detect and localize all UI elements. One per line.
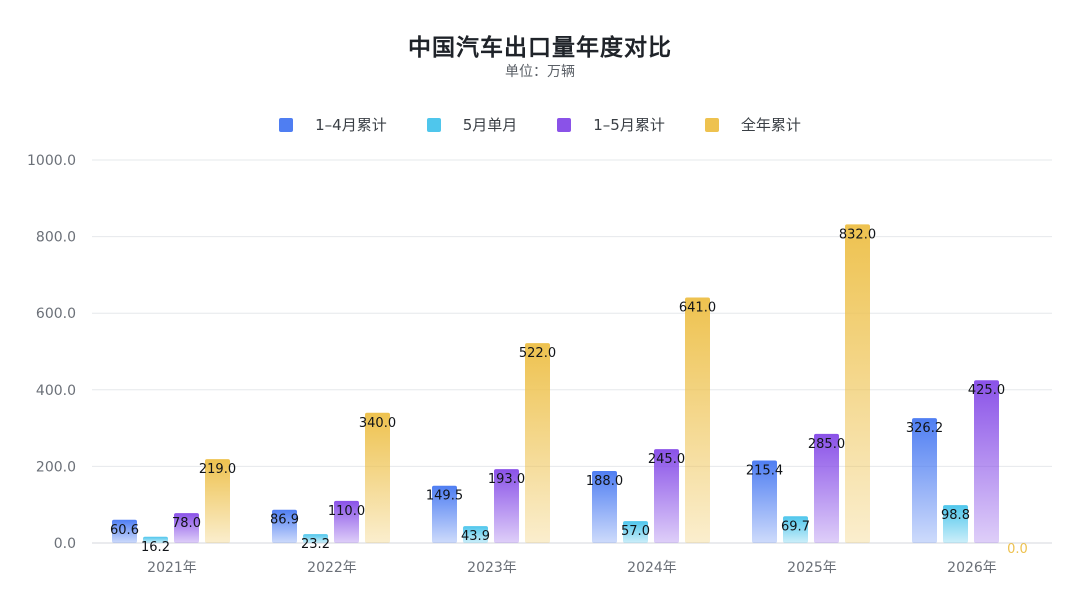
y-tick-label: 600.0 — [36, 306, 76, 322]
bar — [623, 521, 648, 543]
x-tick-label: 2025年 — [787, 560, 837, 576]
data-label: 23.2 — [301, 537, 330, 552]
bar — [783, 516, 808, 543]
data-label: 149.5 — [426, 489, 463, 504]
bar — [685, 297, 710, 543]
bar — [845, 224, 870, 543]
bar — [432, 485, 457, 543]
bar — [592, 470, 617, 543]
data-label: 43.9 — [461, 529, 490, 544]
data-label: 69.7 — [781, 519, 810, 534]
data-label: 215.4 — [746, 464, 783, 479]
data-label: 832.0 — [839, 227, 876, 242]
bar — [205, 459, 230, 543]
bar — [303, 534, 328, 543]
bar — [943, 505, 968, 543]
bar — [912, 418, 937, 543]
x-tick-label: 2023年 — [467, 560, 517, 576]
legend-label-3: 1–5月累计 — [593, 116, 665, 134]
legend-label-2: 5月单月 — [462, 116, 518, 134]
bar — [334, 500, 359, 543]
x-tick-label: 2021年 — [147, 560, 197, 576]
bar — [814, 433, 839, 543]
data-label: 16.2 — [141, 540, 170, 555]
data-label: 57.0 — [621, 524, 650, 539]
data-label: 285.0 — [808, 437, 845, 452]
data-label: 425.0 — [968, 383, 1005, 398]
x-tick-label: 2026年 — [947, 560, 997, 576]
legend-swatch-1 — [279, 117, 294, 132]
data-label: 245.0 — [648, 452, 685, 467]
y-tick-label: 0.0 — [54, 536, 76, 552]
legend-label-4: 全年累计 — [740, 116, 801, 134]
legend-swatch-4 — [704, 117, 719, 132]
chart-title: 中国汽车出口量年度对比 — [408, 35, 672, 61]
y-tick-label: 200.0 — [36, 459, 76, 475]
bar — [272, 509, 297, 543]
data-label: 522.0 — [519, 346, 556, 361]
bar — [752, 460, 777, 543]
legend-item-3[interactable]: 1–5月累计 — [557, 114, 665, 135]
x-tick-label: 2024年 — [627, 560, 677, 576]
data-label: 78.0 — [172, 516, 201, 531]
data-label: 0.0 — [1007, 542, 1028, 557]
chart-subtitle: 单位：万辆 — [505, 64, 575, 80]
data-label: 193.0 — [488, 472, 525, 487]
bar — [525, 343, 550, 543]
x-tick-label: 2022年 — [307, 560, 357, 576]
data-label: 110.0 — [328, 504, 365, 519]
bar — [494, 469, 519, 543]
bar — [143, 536, 168, 543]
legend-item-1[interactable]: 1–4月累计 — [279, 114, 387, 135]
bar — [174, 513, 199, 543]
bar — [112, 519, 137, 543]
y-tick-label: 400.0 — [36, 383, 76, 399]
bar — [974, 380, 999, 543]
y-tick-label: 800.0 — [36, 230, 76, 246]
legend-item-2[interactable]: 5月单月 — [426, 114, 518, 135]
bar — [365, 412, 390, 543]
data-label: 98.8 — [941, 508, 970, 523]
legend: 1–4月累计 5月单月 1–5月累计 全年累计 — [0, 114, 1080, 135]
legend-swatch-3 — [557, 117, 572, 132]
data-label: 641.0 — [679, 300, 716, 315]
data-label: 219.0 — [199, 462, 236, 477]
y-tick-label: 1000.0 — [27, 153, 76, 169]
legend-label-1: 1–4月累计 — [315, 116, 387, 134]
data-label: 86.9 — [270, 513, 299, 528]
data-label: 188.0 — [586, 474, 623, 489]
data-label: 326.2 — [906, 421, 943, 436]
legend-item-4[interactable]: 全年累计 — [704, 114, 801, 135]
bar — [654, 449, 679, 543]
legend-swatch-2 — [426, 117, 441, 132]
data-label: 60.6 — [110, 523, 139, 538]
data-label: 340.0 — [359, 416, 396, 431]
bar — [463, 526, 488, 543]
